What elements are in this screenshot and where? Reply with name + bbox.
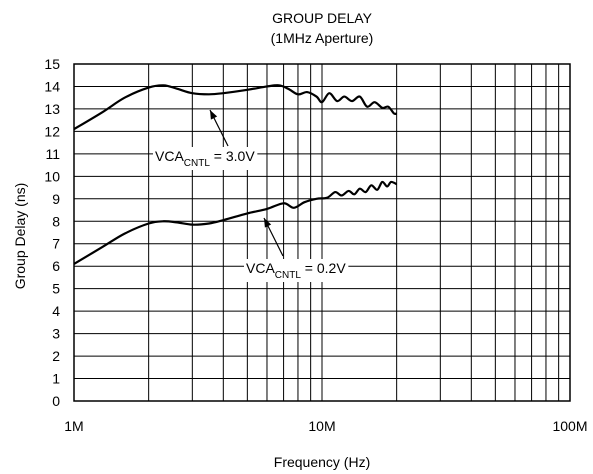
- chart-subtitle: (1MHz Aperture): [270, 30, 374, 46]
- y-tick-label: 10: [44, 168, 60, 184]
- annotation-label-2: VCACNTL = 0.2V: [246, 260, 346, 281]
- y-tick-label: 3: [52, 326, 60, 342]
- annotation-label-suffix: = 3.0V: [210, 148, 255, 164]
- annotation-arrowhead-1: [210, 110, 218, 120]
- x-tick-label: 10M: [308, 418, 335, 434]
- y-tick-label: 0: [52, 393, 60, 409]
- annotation-label-main: VCA: [155, 148, 184, 164]
- y-tick-label: 6: [52, 258, 60, 274]
- y-tick-label: 15: [44, 56, 60, 72]
- plot-frame: [73, 63, 571, 402]
- series-line-2: [73, 180, 398, 265]
- x-tick-label: 1M: [64, 418, 83, 434]
- y-tick-label: 9: [52, 191, 60, 207]
- y-tick-label: 1: [52, 371, 60, 387]
- y-tick-label: 2: [52, 348, 60, 364]
- y-tick-label: 7: [52, 236, 60, 252]
- annotation-label-main: VCA: [246, 260, 275, 276]
- annotation-label-suffix: = 0.2V: [301, 260, 346, 276]
- annotation-arrowhead-2: [264, 218, 272, 228]
- y-tick-label: 4: [52, 303, 60, 319]
- y-tick-label: 14: [44, 78, 60, 94]
- x-tick-label: 100M: [552, 418, 587, 434]
- y-tick-label: 13: [44, 101, 60, 117]
- y-axis-label: Group Delay (ns): [12, 183, 28, 290]
- annotation-label-bg-1: [153, 147, 258, 170]
- x-axis-label: Frequency (Hz): [274, 454, 370, 470]
- y-tick-label: 5: [52, 281, 60, 297]
- y-tick-label: 11: [45, 146, 60, 162]
- series-layer: [73, 84, 398, 265]
- series-line-1: [73, 84, 397, 131]
- chart-title: GROUP DELAY: [272, 10, 372, 26]
- y-tick-label: 12: [44, 123, 60, 139]
- annotation-label-subscript: CNTL: [275, 270, 302, 281]
- annotation-label-1: VCACNTL = 3.0V: [155, 148, 255, 169]
- annotation-label-subscript: CNTL: [184, 158, 211, 169]
- y-tick-label: 8: [52, 213, 60, 229]
- annotation-label-bg-2: [244, 259, 349, 282]
- grid: [73, 63, 571, 402]
